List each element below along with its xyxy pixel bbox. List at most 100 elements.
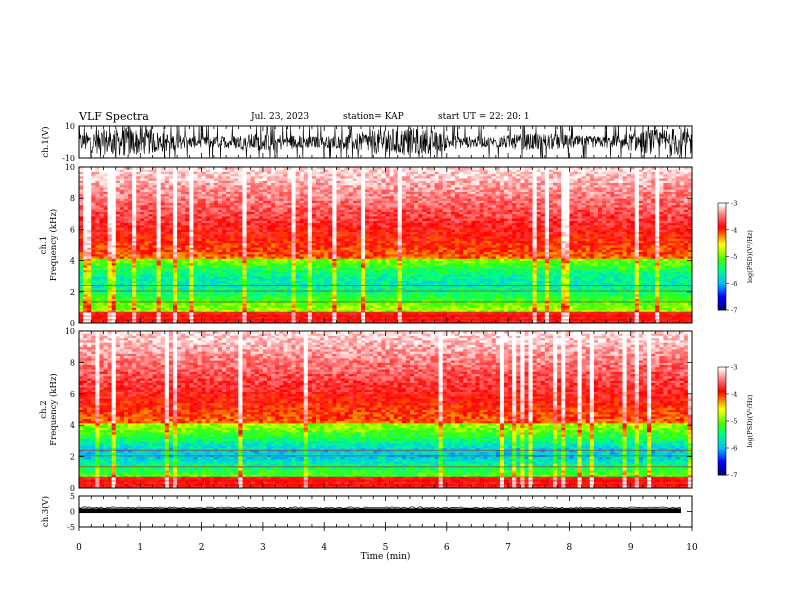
spectrogram-ch1-cell xyxy=(152,202,158,206)
spectrogram-ch1-cell xyxy=(91,291,96,295)
spectrogram-ch1-cell xyxy=(262,222,268,226)
spectrogram-ch1-cell xyxy=(123,231,129,235)
spectrogram-ch1-cell xyxy=(91,287,96,290)
spectrogram-ch1-cell xyxy=(193,309,198,313)
spectrogram-ch1-cell xyxy=(213,198,219,201)
spectrogram-ch1-cell xyxy=(193,242,198,246)
spectrogram-ch1-cell xyxy=(128,247,133,250)
spectrogram-ch1-cell xyxy=(246,267,252,270)
spectrogram-ch1-cell xyxy=(181,178,186,181)
spectrogram-ch1-cell xyxy=(185,216,190,219)
spectrogram-ch1-cell xyxy=(172,320,178,324)
spectrogram-ch1-cell xyxy=(222,251,227,255)
spectrogram-ch1-cell xyxy=(168,169,174,172)
spectrogram-ch1-cell xyxy=(123,189,129,192)
spectrogram-ch1-cell xyxy=(111,222,117,226)
spectrogram-ch1-cell xyxy=(266,175,272,179)
spectrogram-ch1-cell xyxy=(83,224,88,228)
spectrogram-ch1-cell xyxy=(103,167,109,170)
spectrogram-ch1-cell xyxy=(316,282,321,286)
spectrogram-ch1-cell xyxy=(156,320,162,324)
spectrogram-ch1-cell xyxy=(152,271,158,275)
spectrogram-ch1-cell xyxy=(275,227,280,230)
spectrogram-ch1-cell xyxy=(340,302,346,306)
spectrogram-ch1-cell xyxy=(271,298,276,302)
spectrogram-ch1-cell xyxy=(128,191,133,195)
spectrogram-ch1-cell xyxy=(140,193,145,197)
spectrogram-ch1-cell xyxy=(193,238,198,241)
spectrogram-ch1-cell xyxy=(189,173,194,177)
spectrogram-ch1-cell xyxy=(295,242,301,246)
spectrogram-ch1-cell xyxy=(324,233,329,237)
spectrogram-ch1-cell xyxy=(201,211,207,215)
spectrogram-ch1-cell xyxy=(83,220,88,224)
spectrogram-ch1-cell xyxy=(201,227,207,230)
spectrogram-ch1-cell xyxy=(258,265,264,268)
spectrogram-ch1-cell xyxy=(336,167,341,170)
spectrogram-ch1-cell xyxy=(307,213,313,217)
spectrogram-ch1-cell xyxy=(234,269,239,273)
spectrogram-ch1-cell xyxy=(83,218,88,221)
spectrogram-ch1-cell xyxy=(99,320,104,324)
spectrogram-ch1-cell xyxy=(307,253,313,257)
spectrogram-ch1-cell xyxy=(209,200,215,204)
spectrogram-ch1-cell xyxy=(91,240,96,244)
spectrogram-ch1-cell xyxy=(295,320,301,324)
spectrogram-ch1-cell xyxy=(148,314,153,317)
spectrogram-ch1-cell xyxy=(320,305,325,308)
spectrogram-ch1-cell xyxy=(230,285,235,288)
spectrogram-ch1-cell xyxy=(79,236,84,239)
spectrogram-ch1-cell xyxy=(340,211,346,215)
spectrogram-ch1-cell xyxy=(316,247,321,250)
spectrogram-ch1-cell xyxy=(283,191,288,195)
spectrogram-ch1-cell xyxy=(136,216,141,219)
spectrogram-ch1-cell xyxy=(295,256,301,259)
spectrogram-ch1-cell xyxy=(103,282,109,286)
spectrogram-ch1-cell xyxy=(311,220,317,224)
spectrogram-ch1-cell xyxy=(250,220,256,224)
spectrogram-ch1-cell xyxy=(234,209,239,212)
spectrogram-ch1-cell xyxy=(238,269,243,273)
spectrogram-ch1-cell xyxy=(271,245,276,248)
spectrogram-ch1-cell xyxy=(266,167,272,170)
spectrogram-ch1-cell xyxy=(320,251,325,255)
spectrogram-ch1-cell xyxy=(287,316,292,319)
spectrogram-ch1-cell xyxy=(336,180,341,183)
spectrogram-ch1-cell xyxy=(316,236,321,239)
spectrogram-ch1-cell xyxy=(197,253,202,257)
spectrogram-ch1-cell xyxy=(172,178,178,181)
spectrogram-ch1-cell xyxy=(205,182,211,186)
spectrogram-ch1-cell xyxy=(299,180,305,183)
spectrogram-ch1-cell xyxy=(287,222,292,226)
spectrogram-ch1-cell xyxy=(119,296,125,299)
spectrogram-ch1-cell xyxy=(87,189,92,192)
spectrogram-ch1-cell xyxy=(316,187,321,190)
spectrogram-ch1-cell xyxy=(311,182,317,186)
spectrogram-ch1-cell xyxy=(299,216,305,219)
spectrogram-ch1-cell xyxy=(164,169,170,172)
spectrogram-ch1-cell xyxy=(254,204,260,208)
spectrogram-ch1-cell xyxy=(83,187,88,190)
spectrogram-ch1-cell xyxy=(275,240,280,244)
spectrogram-ch1-cell xyxy=(320,271,325,275)
spectrogram-ch1-cell xyxy=(295,195,301,199)
spectrogram-ch1-cell xyxy=(328,240,333,244)
spectrogram-ch1-cell xyxy=(307,305,313,308)
spectrogram-ch1-cell xyxy=(193,287,198,290)
spectrogram-ch1-cell xyxy=(336,204,341,208)
spectrogram-ch1-cell xyxy=(271,218,276,221)
spectrogram-ch1-cell xyxy=(316,204,321,208)
spectrogram-ch1-cell xyxy=(164,191,170,195)
spectrogram-ch1-cell xyxy=(328,253,333,257)
spectrogram-ch1-cell xyxy=(299,262,305,266)
spectrogram-ch1-cell xyxy=(189,211,194,215)
spectrogram-ch1-cell xyxy=(328,216,333,219)
spectrogram-ch1-cell xyxy=(246,309,252,313)
spectrogram-ch1-cell xyxy=(262,189,268,192)
waveform-ch1-ylabel: ch.1(V) xyxy=(40,126,51,157)
spectrogram-ch1-cell xyxy=(189,193,194,197)
spectrogram-ch1-cell xyxy=(254,209,260,212)
spectrogram-ch1-cell xyxy=(209,269,215,273)
spectrogram-ch1-cell xyxy=(332,195,337,199)
spectrogram-ch1-cell xyxy=(234,298,239,302)
